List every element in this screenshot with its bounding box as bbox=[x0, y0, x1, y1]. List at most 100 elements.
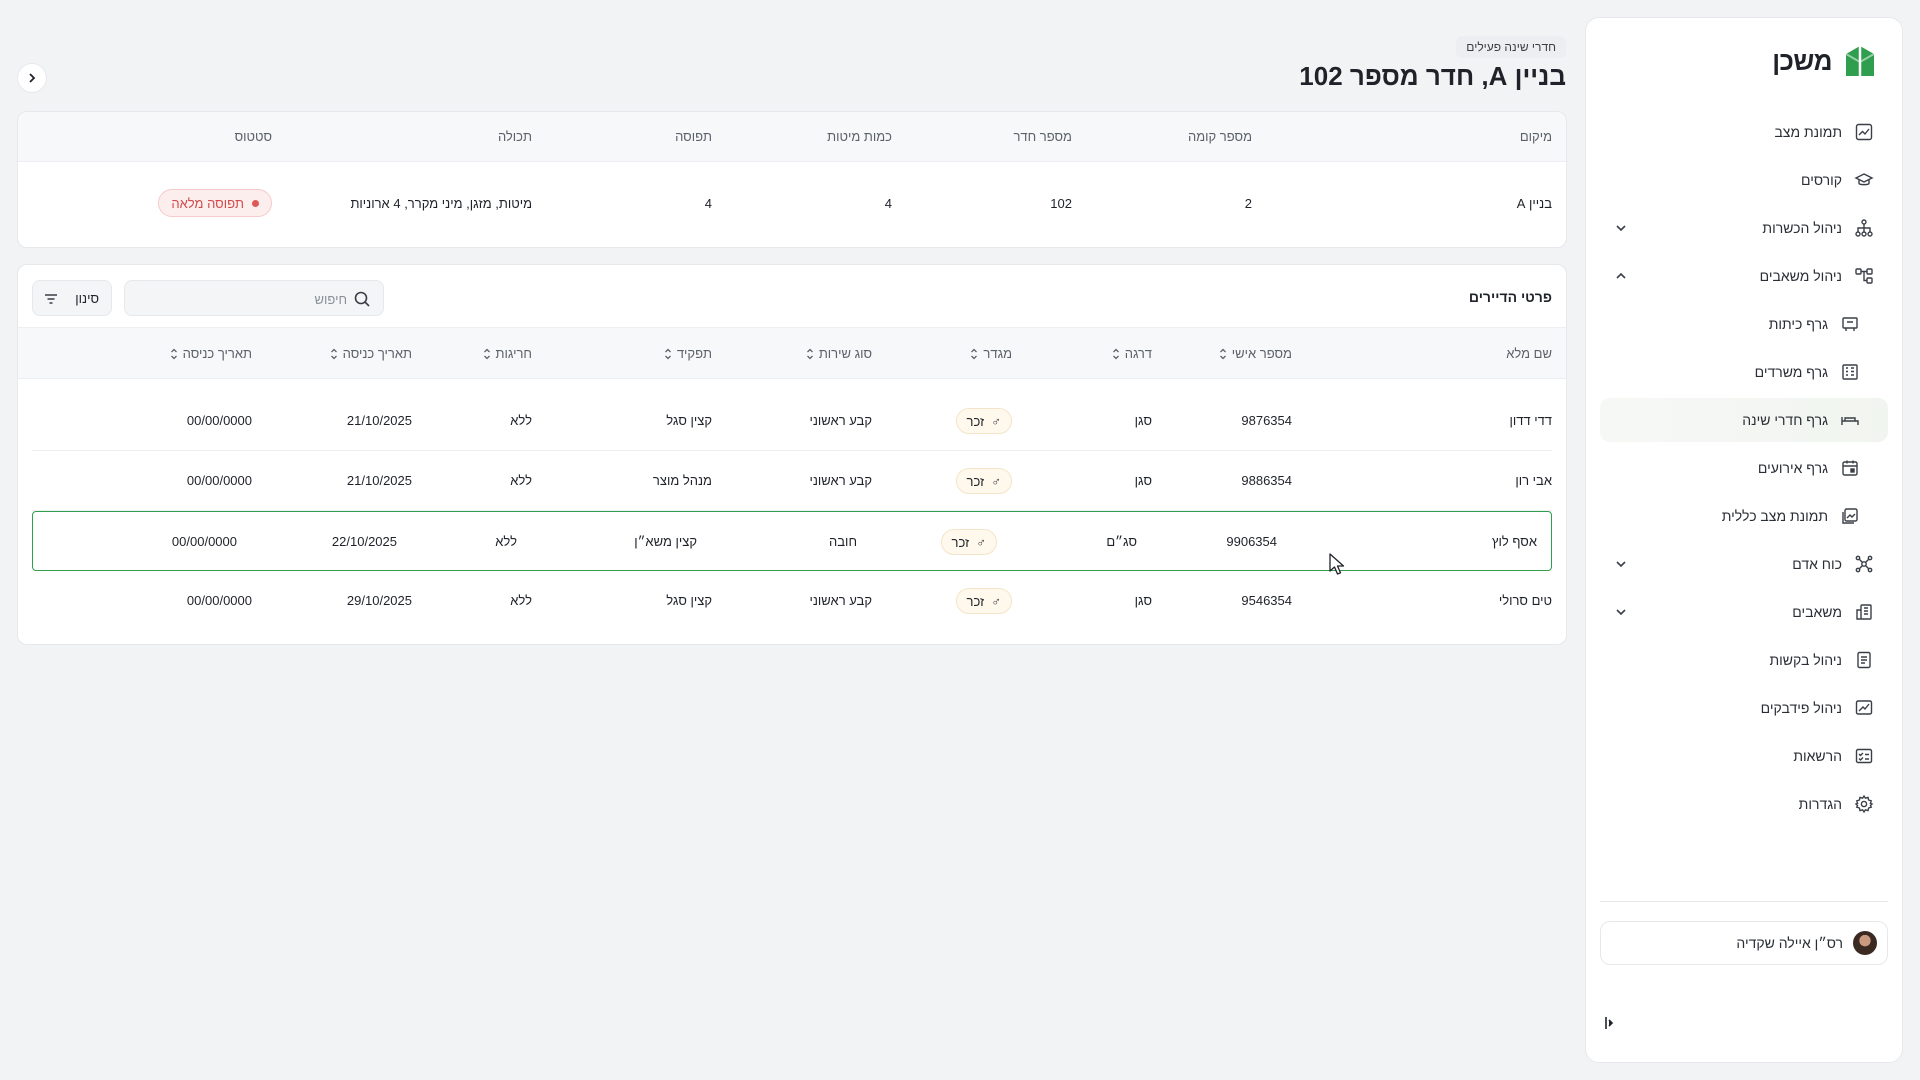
column-header-exceptions[interactable]: חריגות bbox=[483, 346, 532, 361]
chevron-down-icon[interactable] bbox=[1614, 221, 1628, 235]
gender-badge: ♂ זכר bbox=[955, 588, 1012, 614]
sort-icon bbox=[664, 348, 671, 359]
filter-button[interactable]: סינון bbox=[32, 280, 112, 316]
sort-icon bbox=[1219, 348, 1226, 359]
avatar bbox=[1853, 931, 1877, 955]
page-title: בניין A, חדר מספר 102 bbox=[1299, 61, 1566, 91]
sidebar-item-events-graph[interactable]: גרף אירועים bbox=[1600, 446, 1888, 490]
column-header-gender[interactable]: מגדר bbox=[970, 346, 1012, 361]
male-icon: ♂ bbox=[976, 534, 986, 550]
column-header-rank[interactable]: דרגה bbox=[1112, 346, 1152, 361]
collapse-sidebar-icon[interactable] bbox=[1600, 1014, 1618, 1032]
rank-cell: סגן bbox=[1134, 593, 1152, 608]
table-row[interactable]: טים סרולי 9546354 סגן ♂ זכר קבע ראשוני קצ… bbox=[32, 571, 1552, 631]
search-icon bbox=[354, 291, 370, 307]
chevron-down-icon[interactable] bbox=[1614, 557, 1628, 571]
search-field[interactable] bbox=[124, 280, 384, 316]
filter-icon bbox=[45, 294, 57, 304]
sort-icon bbox=[170, 348, 177, 359]
search-input[interactable] bbox=[147, 289, 347, 309]
sidebar-item-offices-graph[interactable]: גרף משרדים bbox=[1600, 350, 1888, 394]
id-cell: 9546354 bbox=[1241, 593, 1292, 608]
sidebar-item-bedrooms-graph[interactable]: גרף חדרי שינה bbox=[1600, 398, 1888, 442]
filter-label: סינון bbox=[75, 291, 99, 306]
id-cell: 9886354 bbox=[1241, 473, 1292, 488]
column-header-label: סוג שירות bbox=[818, 346, 872, 361]
table-row-selected[interactable]: אסף לוץ 9906354 סג״ם ♂ זכר חובה קצין משא״… bbox=[32, 511, 1552, 571]
name-cell: אסף לוץ bbox=[1491, 534, 1537, 549]
entry-date-2-cell: 00/00/0000 bbox=[171, 534, 237, 549]
sidebar-item-settings[interactable]: הגדרות bbox=[1600, 782, 1888, 826]
column-header-id[interactable]: מספר אישי bbox=[1219, 346, 1292, 361]
column-header-label: שם מלא bbox=[1506, 346, 1552, 361]
sidebar-item-label: גרף כיתות bbox=[1768, 316, 1828, 332]
column-header-role[interactable]: תפקיד bbox=[664, 346, 712, 361]
back-button[interactable] bbox=[17, 63, 47, 93]
office-building-icon bbox=[1842, 364, 1858, 380]
classroom-icon bbox=[1842, 317, 1858, 331]
residents-table-header: שם מלא מספר אישי דרגה מגדר סוג שירות תפק… bbox=[18, 327, 1566, 379]
mouse-cursor-icon bbox=[1329, 553, 1345, 575]
sidebar-item-resources[interactable]: משאבים bbox=[1600, 590, 1888, 634]
occupancy-cell: 4 bbox=[704, 196, 712, 211]
flow-nodes-icon bbox=[1855, 268, 1873, 284]
entry-date-2-cell: 00/00/0000 bbox=[186, 413, 252, 428]
name-cell: דדי דדון bbox=[1509, 413, 1552, 428]
checklist-icon bbox=[1855, 748, 1873, 764]
sidebar-item-label: ניהול פידבקים bbox=[1760, 700, 1842, 716]
entry-date-cell: 21/10/2025 bbox=[346, 473, 412, 488]
table-row[interactable]: דדי דדון 9876354 סגן ♂ זכר קבע ראשוני קצי… bbox=[32, 391, 1552, 451]
rank-cell: סגן bbox=[1134, 413, 1152, 428]
sidebar-item-label: כוח אדם bbox=[1792, 556, 1842, 572]
room-number-cell: 102 bbox=[1050, 196, 1072, 211]
column-header-label: תאריך כניסה bbox=[182, 346, 252, 361]
app-logo[interactable]: משכן bbox=[1772, 44, 1876, 78]
service-cell: קבע ראשוני bbox=[809, 593, 872, 608]
sidebar-item-resources-management[interactable]: ניהול משאבים bbox=[1600, 254, 1888, 298]
male-icon: ♂ bbox=[991, 413, 1001, 429]
service-cell: קבע ראשוני bbox=[809, 413, 872, 428]
sidebar-item-classrooms-graph[interactable]: גרף כיתות bbox=[1600, 302, 1888, 346]
residents-card: פרטי הדיירים סינון שם מלא מספר אישי דרגה… bbox=[17, 264, 1567, 645]
gender-label: זכר bbox=[966, 473, 985, 489]
column-header: מספר קומה bbox=[1187, 129, 1252, 144]
sidebar-item-label: הרשאות bbox=[1793, 748, 1842, 764]
sidebar-item-label: גרף משרדים bbox=[1754, 364, 1828, 380]
chevron-up-icon[interactable] bbox=[1614, 269, 1628, 283]
sidebar-item-dashboard[interactable]: תמונת מצב bbox=[1600, 110, 1888, 154]
column-header-entry-date[interactable]: תאריך כניסה bbox=[330, 346, 412, 361]
entry-date-cell: 21/10/2025 bbox=[346, 413, 412, 428]
column-header-name[interactable]: שם מלא bbox=[1506, 346, 1552, 361]
sidebar-item-label: גרף אירועים bbox=[1757, 460, 1828, 476]
role-cell: מנהל מוצר bbox=[652, 473, 712, 488]
sidebar-item-label: ניהול הכשרות bbox=[1762, 220, 1842, 236]
user-profile[interactable]: רס״ן איילה שקדיה bbox=[1600, 921, 1888, 965]
sidebar-item-label: קורסים bbox=[1801, 172, 1842, 188]
exceptions-cell: ללא bbox=[510, 413, 532, 428]
gender-badge: ♂ זכר bbox=[955, 408, 1012, 434]
sidebar-item-courses[interactable]: קורסים bbox=[1600, 158, 1888, 202]
chevron-right-icon bbox=[29, 73, 36, 83]
app-name: משכן bbox=[1772, 45, 1832, 76]
sort-icon bbox=[806, 348, 813, 359]
id-cell: 9906354 bbox=[1226, 534, 1277, 549]
gear-icon bbox=[1854, 794, 1874, 814]
breadcrumb[interactable]: חדרי שינה פעילים bbox=[1456, 36, 1566, 58]
sidebar-item-feedbacks[interactable]: ניהול פידבקים bbox=[1600, 686, 1888, 730]
sidebar-item-permissions[interactable]: הרשאות bbox=[1600, 734, 1888, 778]
table-row[interactable]: אבי רון 9886354 סגן ♂ זכר קבע ראשוני מנהל… bbox=[32, 451, 1552, 511]
sidebar-item-manpower[interactable]: כוח אדם bbox=[1600, 542, 1888, 586]
logo-icon bbox=[1845, 46, 1875, 76]
column-header-entry-date-2[interactable]: תאריך כניסה bbox=[170, 346, 252, 361]
sidebar-item-trainings[interactable]: ניהול הכשרות bbox=[1600, 206, 1888, 250]
sidebar-item-requests[interactable]: ניהול בקשות bbox=[1600, 638, 1888, 682]
floor-cell: 2 bbox=[1244, 196, 1252, 211]
sidebar-item-label: גרף חדרי שינה bbox=[1742, 412, 1828, 428]
room-table-header: מיקום מספר קומה מספר חדר כמות מיטות תפוס… bbox=[18, 112, 1566, 162]
column-header-service[interactable]: סוג שירות bbox=[806, 346, 872, 361]
calendar-icon bbox=[1842, 460, 1858, 476]
chevron-down-icon[interactable] bbox=[1614, 605, 1628, 619]
document-list-icon bbox=[1857, 651, 1871, 669]
role-cell: קצין סגל bbox=[666, 413, 712, 428]
sidebar-item-general-overview[interactable]: תמונת מצב כללית bbox=[1600, 494, 1888, 538]
